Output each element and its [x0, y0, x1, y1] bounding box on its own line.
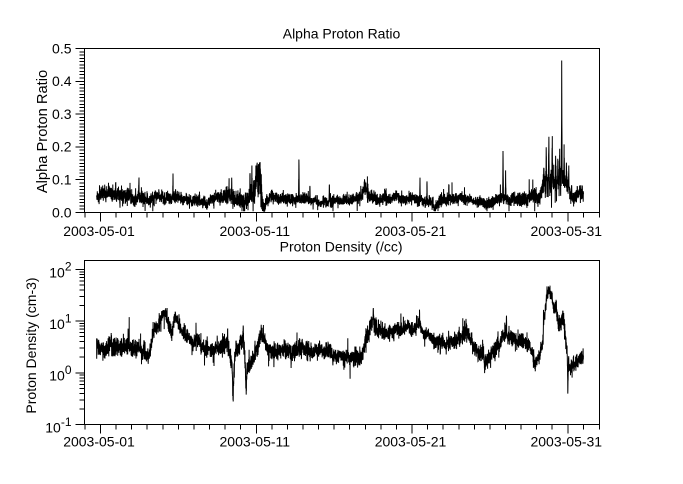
- svg-text:0.0: 0.0: [52, 204, 72, 220]
- svg-text:2003-05-31: 2003-05-31: [530, 434, 602, 450]
- svg-text:0.5: 0.5: [52, 40, 72, 56]
- svg-text:2003-05-21: 2003-05-21: [375, 223, 447, 239]
- svg-text:Proton Density (/cc): Proton Density (/cc): [280, 239, 403, 255]
- svg-text:0.1: 0.1: [52, 172, 72, 188]
- svg-text:2003-05-11: 2003-05-11: [220, 223, 291, 239]
- svg-text:2003-05-01: 2003-05-01: [63, 223, 135, 239]
- svg-text:2003-05-01: 2003-05-01: [63, 434, 135, 450]
- svg-text:2003-05-11: 2003-05-11: [220, 434, 291, 450]
- svg-text:0.2: 0.2: [52, 139, 72, 155]
- svg-text:Alpha Proton Ratio: Alpha Proton Ratio: [283, 26, 401, 42]
- svg-text:0.4: 0.4: [52, 73, 72, 89]
- svg-text:0.3: 0.3: [52, 106, 72, 122]
- svg-text:Alpha Proton Ratio: Alpha Proton Ratio: [35, 70, 51, 193]
- svg-text:2003-05-21: 2003-05-21: [375, 434, 447, 450]
- svg-text:2003-05-31: 2003-05-31: [530, 223, 602, 239]
- svg-text:Proton Density (cm-3): Proton Density (cm-3): [23, 277, 39, 413]
